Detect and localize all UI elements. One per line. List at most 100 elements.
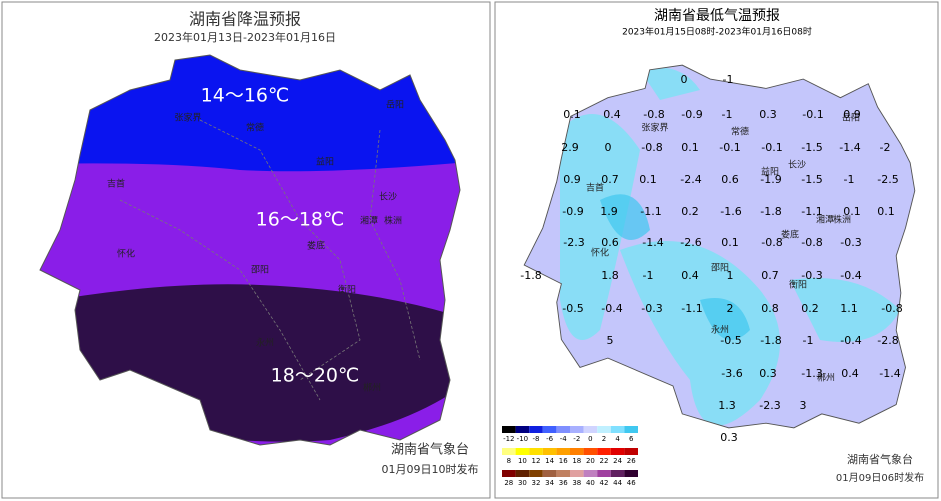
city-label: 益阳 (761, 166, 779, 178)
legend-swatch (624, 470, 638, 477)
temp-value: -2.3 (759, 399, 780, 412)
right-subtitle: 2023年01月15日08时-2023年01月16日08时 (622, 26, 812, 38)
temp-value: -0.1 (719, 141, 740, 154)
temp-value: -1 (844, 173, 855, 186)
legend-label: 28 (504, 479, 513, 487)
temp-value: 0.2 (801, 302, 819, 315)
city-label: 株洲 (384, 215, 402, 227)
legend-label: 2 (602, 435, 606, 443)
temp-value: 1.9 (600, 205, 618, 218)
temp-value: 0.7 (601, 173, 619, 186)
temp-value: 2.9 (561, 141, 579, 154)
legend-swatch (610, 470, 625, 477)
temp-value: -1.9 (760, 173, 781, 186)
temp-value: -0.8 (643, 108, 664, 121)
legend-swatch (502, 426, 516, 433)
city-label: 郴州 (363, 382, 381, 394)
temp-value: 0.3 (720, 431, 738, 444)
city-label: 张家界 (174, 112, 201, 124)
legend-label: 22 (600, 457, 609, 465)
temp-value: -0.8 (641, 141, 662, 154)
city-label: 邵阳 (251, 265, 269, 276)
temp-value: 0.8 (761, 302, 779, 315)
temp-value: 2 (727, 302, 734, 315)
legend-swatch (570, 426, 584, 433)
legend-swatch (583, 470, 598, 477)
legend-swatch (529, 448, 543, 455)
legend-swatch (515, 470, 530, 477)
temp-value: -1.8 (520, 269, 541, 282)
legend-label: 32 (532, 479, 541, 487)
legend-label: 10 (518, 457, 527, 465)
city-label: 岳阳 (842, 112, 860, 124)
legend-label: -10 (517, 435, 528, 443)
temp-value: 3 (800, 399, 807, 412)
legend-label: 6 (629, 435, 634, 443)
temp-value: -0.9 (681, 108, 702, 121)
temp-value: -1.8 (760, 334, 781, 347)
temp-value: -3.6 (721, 367, 742, 380)
right-map (524, 65, 915, 428)
legend-swatch (624, 426, 638, 433)
right-title: 湖南省最低气温预报 (654, 8, 780, 24)
temp-value: -1.3 (801, 367, 822, 380)
legend-label: 16 (559, 457, 568, 465)
temp-value: -0.4 (840, 269, 861, 282)
legend-swatch (515, 426, 530, 433)
temp-value: 0 (605, 141, 612, 154)
temp-value: 0.1 (681, 141, 699, 154)
temp-value: -0.4 (840, 334, 861, 347)
temp-value: 0.4 (841, 367, 859, 380)
city-label: 株洲 (833, 214, 851, 226)
legend-swatch (597, 470, 611, 477)
legend-label: 36 (559, 479, 568, 487)
left-panel (1, 1, 491, 499)
legend-swatch (583, 448, 598, 455)
temp-value: -1.1 (681, 302, 702, 315)
legend-label: -12 (503, 435, 514, 443)
legend-label: -2 (573, 435, 580, 443)
footer-time: 01月09日06时发布 (836, 471, 924, 484)
temp-value: -1.4 (879, 367, 900, 380)
left-title: 湖南省降温预报 (189, 10, 301, 29)
footer-org: 湖南省气象台 (847, 452, 913, 466)
temp-value: -1.4 (839, 141, 860, 154)
temp-value: 0.4 (681, 269, 699, 282)
legend-label: 0 (588, 435, 592, 443)
legend-label: -8 (533, 435, 540, 443)
temp-value: 0.6 (721, 173, 739, 186)
temp-value: 5 (607, 334, 614, 347)
city-label: 长沙 (788, 159, 806, 171)
legend-label: -4 (560, 435, 568, 443)
footer-time: 01月09日10时发布 (382, 462, 479, 476)
legend-swatch (542, 470, 557, 477)
temp-value: 0.4 (603, 108, 621, 121)
city-label: 怀化 (591, 247, 609, 259)
city-label: 岳阳 (386, 99, 404, 111)
temp-value: -0.8 (881, 302, 902, 315)
legend-swatch (610, 448, 625, 455)
city-label: 永州 (711, 324, 729, 336)
right-panel (494, 1, 939, 499)
city-label: 吉首 (107, 178, 125, 190)
city-label: 郴州 (817, 372, 835, 384)
temp-value: -0.3 (641, 302, 662, 315)
temp-value: -2.6 (680, 236, 701, 249)
legend-swatch (556, 426, 570, 433)
temp-value: -1 (722, 108, 733, 121)
legend-swatch (502, 448, 516, 455)
temp-value: -1.1 (640, 205, 661, 218)
temp-value: -1.4 (642, 236, 663, 249)
temp-value: 0.7 (761, 269, 779, 282)
city-label: 永州 (256, 337, 274, 349)
city-label: 常德 (246, 122, 264, 134)
temp-value: 1.8 (601, 269, 619, 282)
legend-swatch (529, 470, 543, 477)
temp-value: -0.5 (720, 334, 741, 347)
temp-value: 0.6 (601, 236, 619, 249)
city-label: 长沙 (379, 191, 397, 203)
city-label: 邵阳 (711, 263, 729, 274)
city-label: 湘潭 (816, 214, 834, 226)
temp-value: 0.2 (681, 205, 699, 218)
